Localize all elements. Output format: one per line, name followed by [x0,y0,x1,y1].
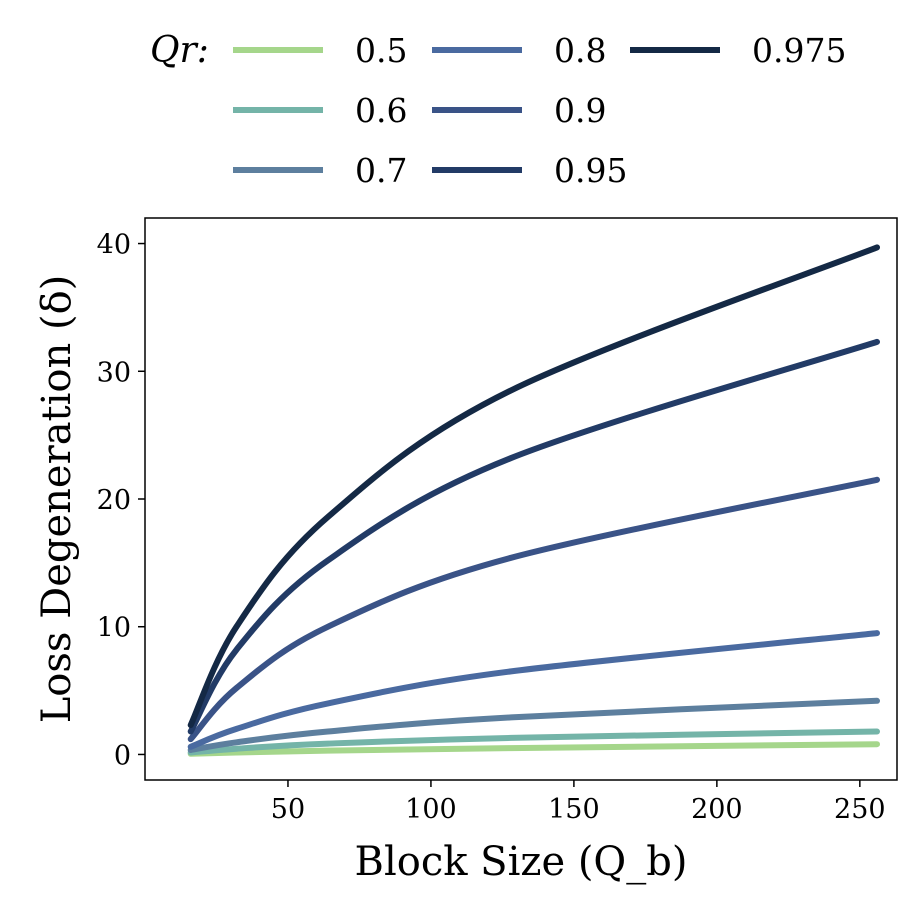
series-line-0-5 [187,741,880,757]
legend-label: 0.5 [355,31,407,70]
x-tick-label: 200 [691,794,743,825]
series-line-0-95 [187,338,880,735]
y-tick-label: 0 [114,740,131,771]
legend-label: 0.9 [554,91,606,130]
series-line-0-975 [187,244,880,729]
series-line-0-6 [187,728,880,756]
legend-label: 0.8 [554,31,606,70]
y-tick-label: 40 [97,230,131,261]
y-tick-label: 30 [97,357,131,388]
legend-label: 0.7 [355,151,407,190]
x-tick-label: 50 [271,794,305,825]
x-tick-label: 150 [548,794,600,825]
x-tick-label: 250 [834,794,886,825]
x-axis-title: Block Size (Q_b) [355,839,688,885]
y-tick-label: 20 [97,485,131,516]
series-line-0-7 [187,697,880,753]
y-axis-title: Loss Degeneration (δ) [34,275,80,724]
y-tick-label: 10 [97,613,131,644]
legend-title: Qr: [150,30,209,71]
series-line-0-8 [187,630,880,750]
legend: Qr: 0.5 0.6 0.7 0.8 0.9 0.95 0.975 [150,30,846,190]
legend-label: 0.6 [355,91,407,130]
series-line-0-9 [187,476,880,743]
legend-label: 0.95 [554,151,627,190]
x-tick-label: 100 [405,794,457,825]
legend-label: 0.975 [752,31,846,70]
plot-area: 50 100 150 200 250 0 10 20 30 40 Block Size (Q_b) L… [34,217,898,885]
